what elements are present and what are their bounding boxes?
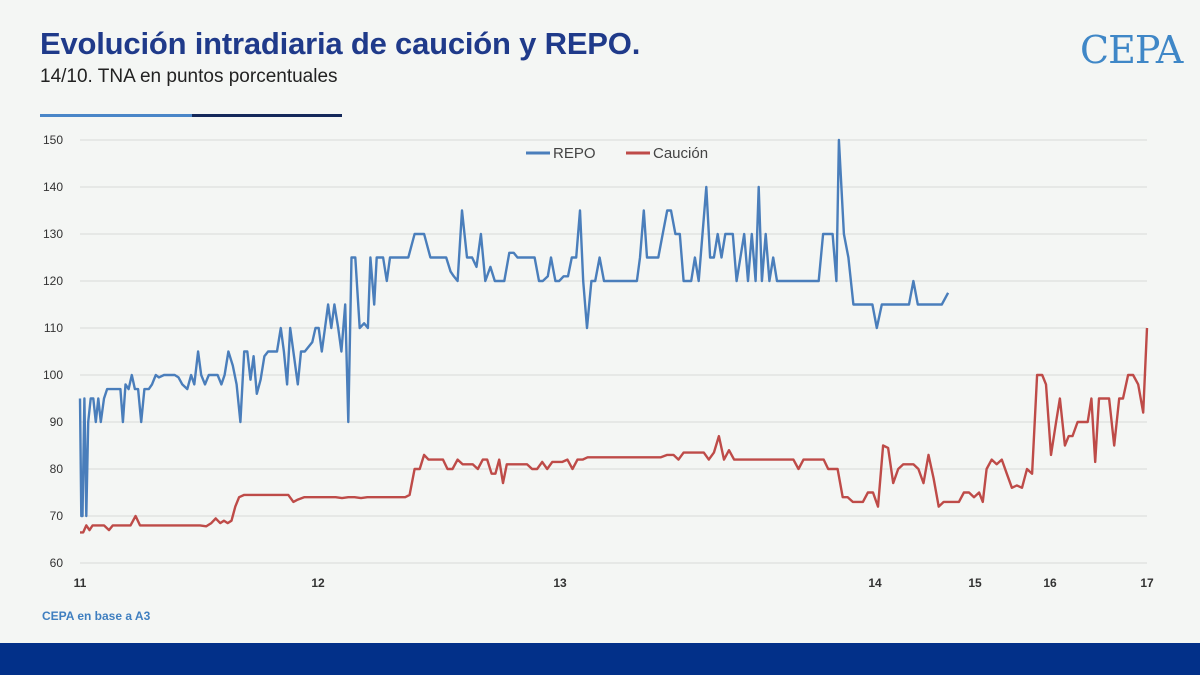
cepa-logo: CEPA [1080,28,1183,72]
page-title: Evolución intradiaria de caución y REPO. [40,26,641,61]
x-tick-label: 12 [311,576,325,590]
y-tick-label: 90 [50,415,64,429]
chart-gridlines [80,139,1147,564]
y-tick-label: 70 [50,509,64,523]
y-tick-label: 140 [43,180,63,194]
y-axis-ticks: 60 70 80 90 100 110 120 130 140 150 [43,133,63,570]
y-tick-label: 130 [43,227,63,241]
title-rule-light [40,114,192,117]
series-line-repo [78,138,950,518]
legend-label: Caución [653,145,708,162]
y-tick-label: 120 [43,274,63,288]
x-axis-ticks: 11 12 13 14 15 16 17 [74,576,1154,590]
y-tick-label: 60 [50,556,64,570]
x-tick-label: 14 [868,576,882,590]
chart-legend: REPO Caución [526,145,708,162]
y-tick-label: 150 [43,133,63,147]
x-tick-label: 16 [1043,576,1057,590]
x-tick-label: 11 [74,576,87,590]
y-tick-label: 80 [50,462,64,476]
y-tick-label: 110 [44,321,63,335]
page-subtitle: 14/10. TNA en puntos porcentuales [40,66,338,87]
footer-band [0,643,1200,675]
x-tick-label: 17 [1140,576,1154,590]
chart-series [78,138,1149,534]
x-tick-label: 15 [968,576,982,590]
source-note: CEPA en base a A3 [42,609,151,623]
y-tick-label: 100 [43,368,63,382]
x-tick-label: 13 [553,576,567,590]
legend-label: REPO [553,145,596,162]
series-line-caucion [80,327,1149,534]
title-rule-dark [192,114,342,117]
